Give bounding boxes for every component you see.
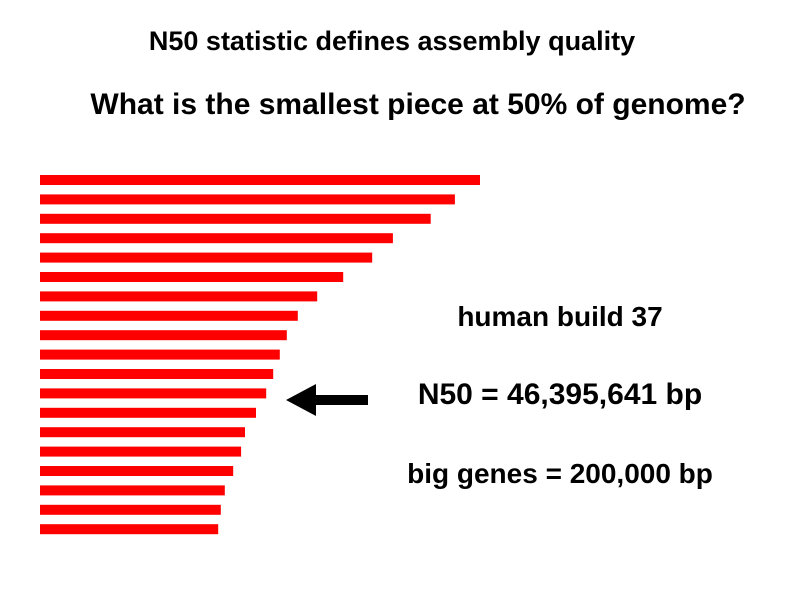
piece-bar	[40, 310, 298, 321]
piece-bar	[40, 446, 242, 457]
piece-bar	[40, 213, 431, 224]
piece-bar	[40, 524, 219, 535]
piece-bar	[40, 369, 274, 379]
slide-subtitle: What is the smallest piece at 50% of gen…	[90, 88, 746, 121]
piece-bar	[40, 233, 393, 244]
piece-bar	[40, 427, 245, 438]
piece-bar	[40, 466, 234, 476]
slide-title: N50 statistic defines assembly quality	[148, 26, 636, 56]
piece-bar	[40, 407, 256, 418]
build-label: human build 37	[457, 301, 663, 332]
piece-bar	[40, 175, 480, 185]
piece-bar	[40, 272, 344, 282]
n50-piece-bar	[40, 388, 267, 399]
big-genes-label: big genes = 200,000 bp	[407, 458, 713, 489]
piece-bar	[40, 194, 455, 205]
piece-bar	[40, 291, 318, 302]
piece-bar	[40, 330, 287, 341]
left-arrow-icon	[286, 384, 368, 416]
piece-bar	[40, 504, 221, 515]
piece-bar	[40, 485, 225, 496]
n50-label: N50 = 46,395,641 bp	[417, 378, 703, 411]
piece-bar	[40, 349, 280, 360]
piece-bar	[40, 252, 373, 263]
